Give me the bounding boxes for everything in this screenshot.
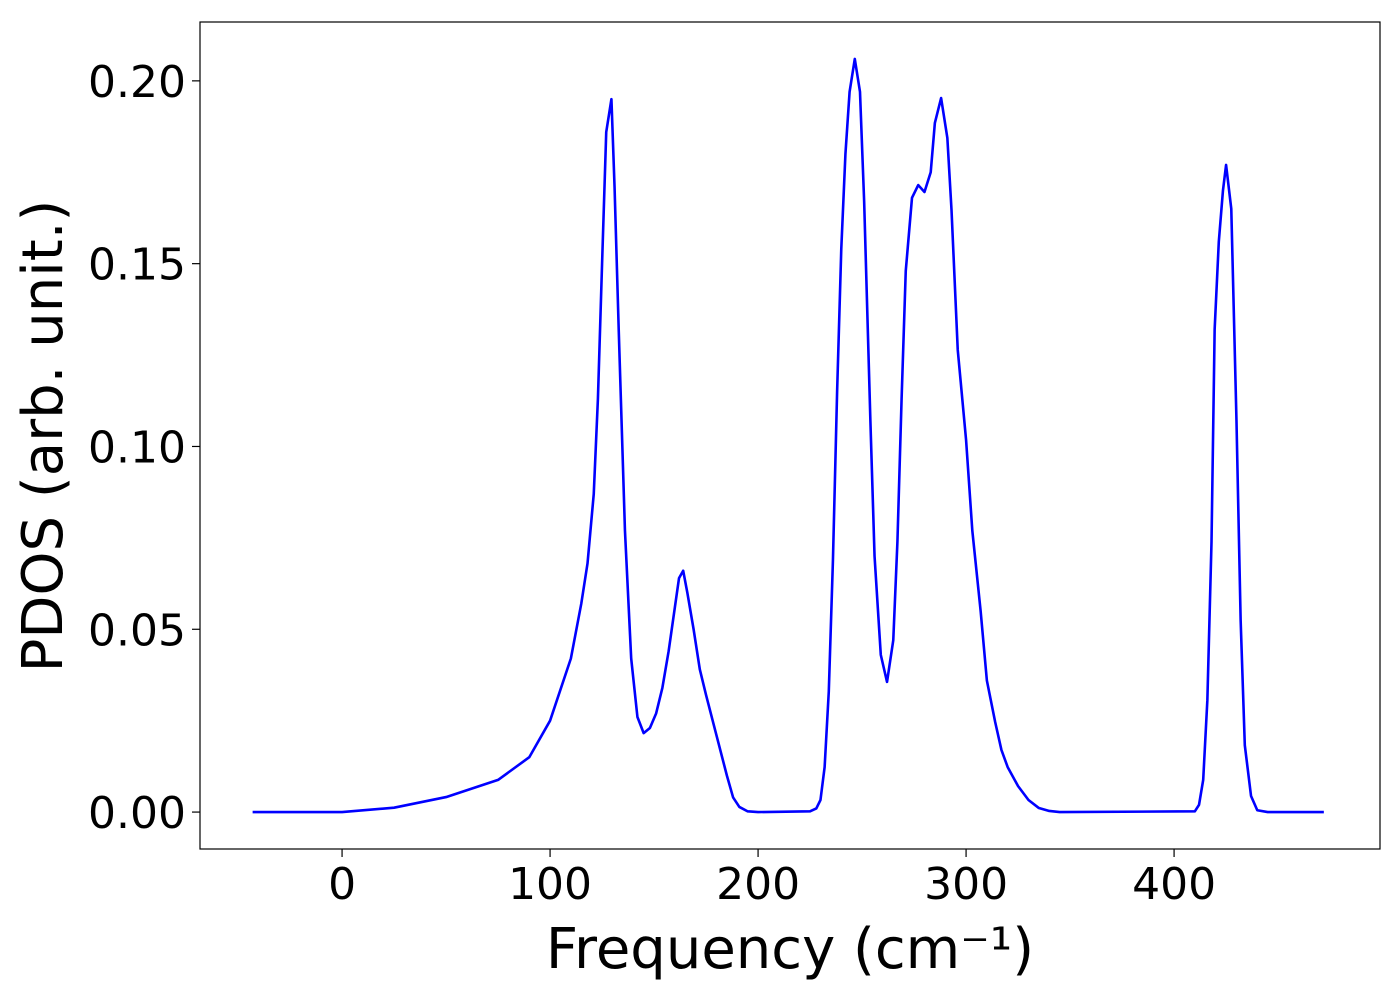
x-tick-label: 200 bbox=[716, 859, 800, 910]
y-axis-label: PDOS (arb. unit.) bbox=[11, 200, 76, 673]
y-tick-label: 0.05 bbox=[88, 605, 186, 656]
y-tick-label: 0.00 bbox=[88, 788, 186, 839]
x-axis-label: Frequency (cm⁻¹) bbox=[546, 917, 1034, 982]
x-tick-label: 300 bbox=[924, 859, 1008, 910]
x-tick-label: 100 bbox=[508, 859, 592, 910]
data-line bbox=[252, 57, 1324, 814]
plot-frame bbox=[199, 21, 1381, 850]
y-tick-label: 0.20 bbox=[88, 57, 186, 108]
x-tick-label: 400 bbox=[1132, 859, 1216, 910]
x-tick-label: 0 bbox=[328, 859, 356, 910]
y-tick-label: 0.10 bbox=[88, 422, 186, 473]
y-tick-label: 0.15 bbox=[88, 240, 186, 291]
